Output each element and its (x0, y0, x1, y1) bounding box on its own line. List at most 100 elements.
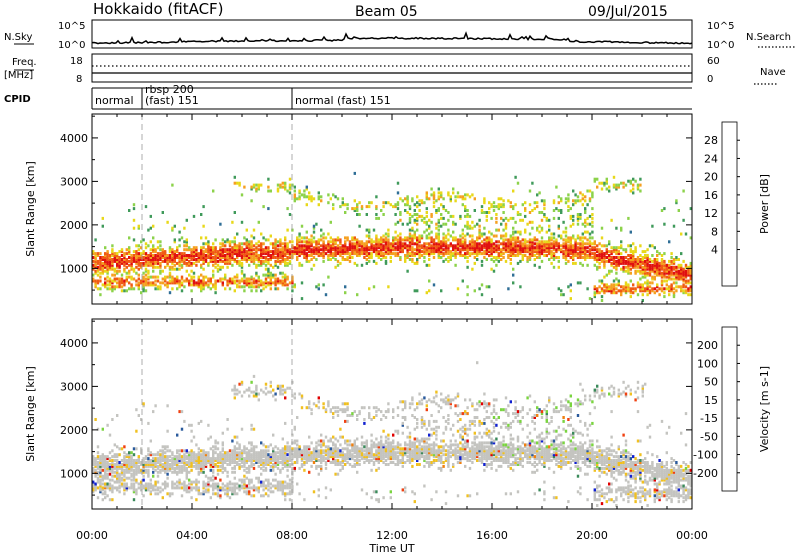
noise-right-tick-bottom: 10^0 (707, 40, 734, 51)
heatmap-cell (142, 285, 145, 289)
heatmap-cell (288, 490, 292, 494)
heatmap-cell (629, 261, 632, 265)
heatmap-cell (684, 281, 688, 285)
heatmap-cell (104, 490, 107, 494)
heatmap-cell (94, 468, 97, 472)
heatmap-cell (156, 287, 160, 291)
heatmap-cell (632, 250, 635, 254)
heatmap-cell (164, 463, 167, 466)
heatmap-cell (502, 240, 505, 244)
heatmap-cell (252, 252, 256, 256)
heatmap-cell (214, 259, 217, 263)
heatmap-cell (533, 258, 536, 261)
heatmap-cell (680, 232, 683, 236)
heatmap-cell (147, 470, 150, 474)
heatmap-cell (651, 281, 654, 285)
heatmap-cell (442, 207, 445, 211)
heatmap-cell (161, 259, 164, 263)
heatmap-cell (212, 263, 215, 267)
heatmap-cell (538, 250, 541, 254)
heatmap-cell (192, 480, 196, 484)
heatmap-cell (286, 486, 289, 490)
heatmap-cell (428, 289, 431, 293)
heatmap-cell (672, 287, 676, 291)
heatmap-cell (111, 418, 114, 421)
heatmap-cell (272, 246, 275, 250)
heatmap-cell (560, 236, 563, 240)
heatmap-cell (368, 234, 371, 238)
heatmap-cell (468, 240, 472, 244)
heatmap-cell (286, 459, 289, 462)
heatmap-cell (404, 197, 407, 201)
heatmap-cell (195, 281, 198, 285)
heatmap-cell (202, 246, 205, 250)
heatmap-cell (238, 254, 241, 257)
heatmap-cell (104, 265, 107, 269)
heatmap-cell (567, 205, 570, 209)
heatmap-cell (132, 287, 136, 291)
heatmap-cell (231, 246, 234, 250)
heatmap-cell (168, 254, 172, 257)
heatmap-cell (396, 238, 400, 242)
heatmap-cell (178, 263, 181, 267)
heatmap-cell (437, 232, 440, 236)
heatmap-cell (116, 269, 119, 273)
heatmap-cell (164, 457, 167, 461)
heatmap-cell (120, 248, 124, 252)
heatmap-cell (288, 183, 292, 187)
heatmap-cell (209, 457, 212, 461)
heatmap-cell (132, 258, 136, 261)
heatmap-cell (195, 259, 198, 263)
heatmap-cell (564, 201, 568, 205)
heatmap-cell (567, 254, 570, 257)
heatmap-cell (224, 258, 227, 261)
heatmap-cell (255, 265, 258, 269)
heatmap-cell (252, 451, 256, 455)
heatmap-cell (135, 461, 138, 464)
heatmap-cell (569, 242, 572, 246)
heatmap-cell (384, 238, 388, 242)
heatmap-cell (358, 242, 361, 246)
heatmap-cell (284, 248, 287, 252)
heatmap-cell (629, 181, 632, 185)
heatmap-cell (212, 482, 215, 486)
heatmap-cell (521, 203, 524, 207)
heatmap-cell (334, 252, 337, 256)
heatmap-cell (663, 279, 666, 283)
heatmap-cell (257, 488, 260, 492)
heatmap-cell (382, 238, 385, 242)
heatmap-cell (212, 463, 215, 466)
heatmap-cell (214, 451, 217, 455)
heatmap-cell (646, 283, 649, 287)
heatmap-cell (473, 250, 476, 254)
heatmap-cell (682, 291, 685, 295)
heatmap-cell (382, 254, 385, 257)
heatmap-cell (296, 242, 299, 246)
heatmap-cell (401, 250, 404, 254)
heatmap-cell (387, 228, 390, 232)
heatmap-cell (627, 265, 630, 269)
heatmap-cell (603, 183, 606, 187)
heatmap-cell (680, 252, 683, 256)
heatmap-cell (92, 484, 95, 488)
heatmap-cell (394, 254, 397, 257)
heatmap-cell (142, 281, 145, 285)
heatmap-cell (120, 482, 124, 486)
heatmap-cell (276, 279, 280, 283)
heatmap-cell (228, 488, 232, 492)
heatmap-cell (365, 252, 368, 256)
heatmap-cell (240, 246, 244, 250)
heatmap-cell (250, 380, 253, 384)
heatmap-cell (233, 384, 236, 388)
heatmap-cell (504, 224, 508, 228)
heatmap-cell (687, 289, 690, 293)
heatmap-cell (612, 185, 616, 189)
heatmap-cell (356, 209, 359, 212)
heatmap-cell (305, 203, 308, 207)
heatmap-cell (305, 461, 308, 464)
heatmap-cell (267, 449, 270, 453)
heatmap-cell (312, 455, 316, 459)
heatmap-cell (276, 461, 280, 464)
heatmap-cell (216, 472, 220, 476)
heatmap-cell (495, 244, 498, 248)
